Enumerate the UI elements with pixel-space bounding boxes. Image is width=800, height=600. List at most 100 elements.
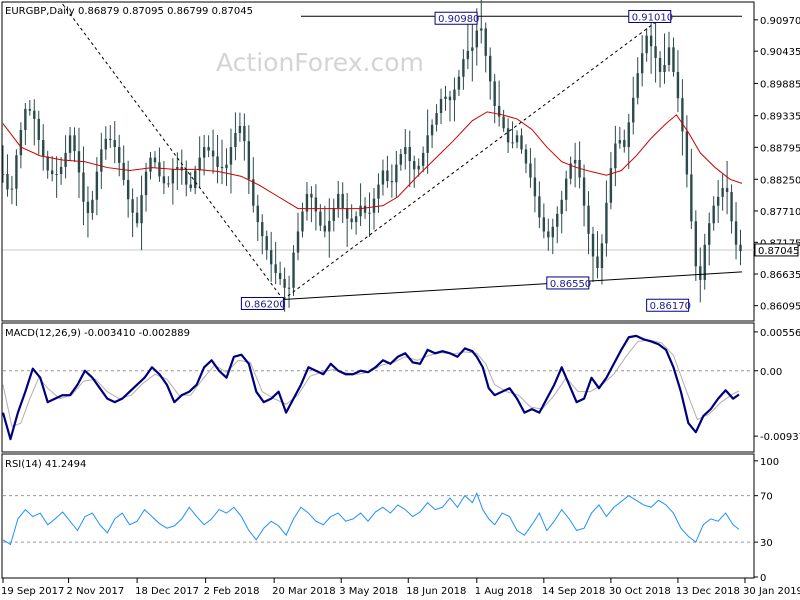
x-tick-label: 18 Dec 2017 (135, 586, 199, 597)
candle-body (68, 135, 72, 153)
candle-body (234, 132, 237, 148)
candle-body (287, 287, 291, 289)
candle-body (243, 125, 246, 142)
candle-body (582, 177, 586, 206)
candle-body (672, 47, 675, 73)
candle-body (149, 157, 152, 172)
rsi-layer (2, 492, 754, 546)
candle-body (649, 35, 653, 47)
candle-body (238, 125, 242, 133)
level-label-layer: 0.90980 0.91010 0.86550 0.86200 0.86170 (240, 9, 691, 312)
candle-body (497, 106, 501, 117)
moving-average-line (2, 111, 743, 210)
candle-body (55, 174, 58, 176)
candle-body (167, 183, 170, 185)
candle-body (538, 196, 541, 218)
candle-body (556, 213, 559, 227)
candle-body (131, 199, 134, 213)
candle-body (274, 264, 277, 274)
candle-body (153, 157, 157, 163)
candle-body (278, 273, 282, 279)
candle-body (292, 252, 295, 288)
candle-body (37, 118, 40, 141)
rsi-tick-label: 30 (760, 538, 773, 549)
candle-body (444, 96, 447, 99)
macd-tick-label: -0.00937 (760, 432, 800, 443)
level-label: 0.90980 (438, 14, 479, 25)
candle-body (734, 221, 738, 245)
candle-body (198, 157, 201, 171)
candle-body (533, 177, 537, 197)
x-tick-label: 19 Sep 2017 (1, 586, 64, 597)
candle-body (10, 188, 14, 190)
candle-body (189, 184, 192, 189)
price-tick-label: 0.89335 (760, 112, 800, 123)
candle-body (685, 131, 689, 175)
watermark: ActionForex.com (216, 48, 424, 77)
candle-body (390, 181, 394, 183)
candle-body (681, 98, 684, 132)
x-tick-label: 2 Feb 2018 (204, 586, 260, 597)
x-tick-label: 30 Jan 2019 (743, 586, 800, 597)
candle-body (690, 174, 693, 222)
price-tick-label: 0.86635 (760, 270, 800, 281)
candle-body (694, 221, 698, 267)
candle-body (725, 188, 729, 192)
level-label-box (628, 9, 672, 23)
candle-body (676, 72, 680, 99)
trendline (62, 3, 284, 300)
candle-body (658, 57, 662, 73)
candle-body (712, 205, 715, 224)
candle-body (193, 170, 197, 189)
rsi-panel-frame (1, 453, 755, 579)
candle-body (399, 154, 403, 165)
level-label: 0.86550 (550, 279, 591, 290)
candle-body (381, 170, 385, 185)
candle-body (640, 53, 644, 74)
candle-body (176, 166, 179, 170)
candle-body (484, 28, 487, 56)
candle-body (645, 35, 648, 54)
candle-body (667, 47, 671, 65)
macd-line (1, 334, 740, 441)
candle-body (421, 152, 425, 166)
candle-body (211, 150, 215, 157)
candle-body (489, 55, 492, 82)
candle-body (283, 278, 286, 288)
candle-body (59, 166, 63, 175)
candle-body (113, 140, 116, 148)
candle-body (118, 147, 121, 163)
candle-body (42, 140, 45, 157)
candle-body (50, 170, 54, 175)
candle-body (144, 171, 148, 196)
candle-body (511, 142, 514, 144)
candle-body (269, 250, 273, 265)
rsi-line (2, 492, 740, 546)
trendline-layer (62, 3, 743, 300)
candle-body (296, 231, 300, 253)
candle-body (140, 195, 143, 224)
x-tick-label: 18 Jun 2018 (406, 586, 466, 597)
x-tick-label: 1 Aug 2018 (475, 586, 533, 597)
candle-body (323, 225, 327, 232)
candle-body (480, 28, 483, 31)
candle-body (564, 178, 568, 200)
price-candles (1, 0, 742, 312)
candle-body (524, 149, 528, 164)
candle-body (663, 64, 666, 73)
candle-body (502, 116, 505, 129)
candle-body (19, 130, 23, 156)
candle-body (104, 138, 108, 150)
candle-body (337, 193, 340, 209)
x-tick-label: 2 Nov 2017 (67, 586, 125, 597)
candle-body (256, 205, 259, 223)
candle-body (301, 211, 304, 232)
candle-body (28, 108, 32, 111)
candle-body (430, 124, 434, 136)
candle-body (417, 165, 420, 170)
price-tick-label: 0.90435 (760, 47, 800, 58)
candle-body (730, 191, 733, 222)
candle-body (708, 223, 711, 245)
candle-body (448, 96, 452, 101)
